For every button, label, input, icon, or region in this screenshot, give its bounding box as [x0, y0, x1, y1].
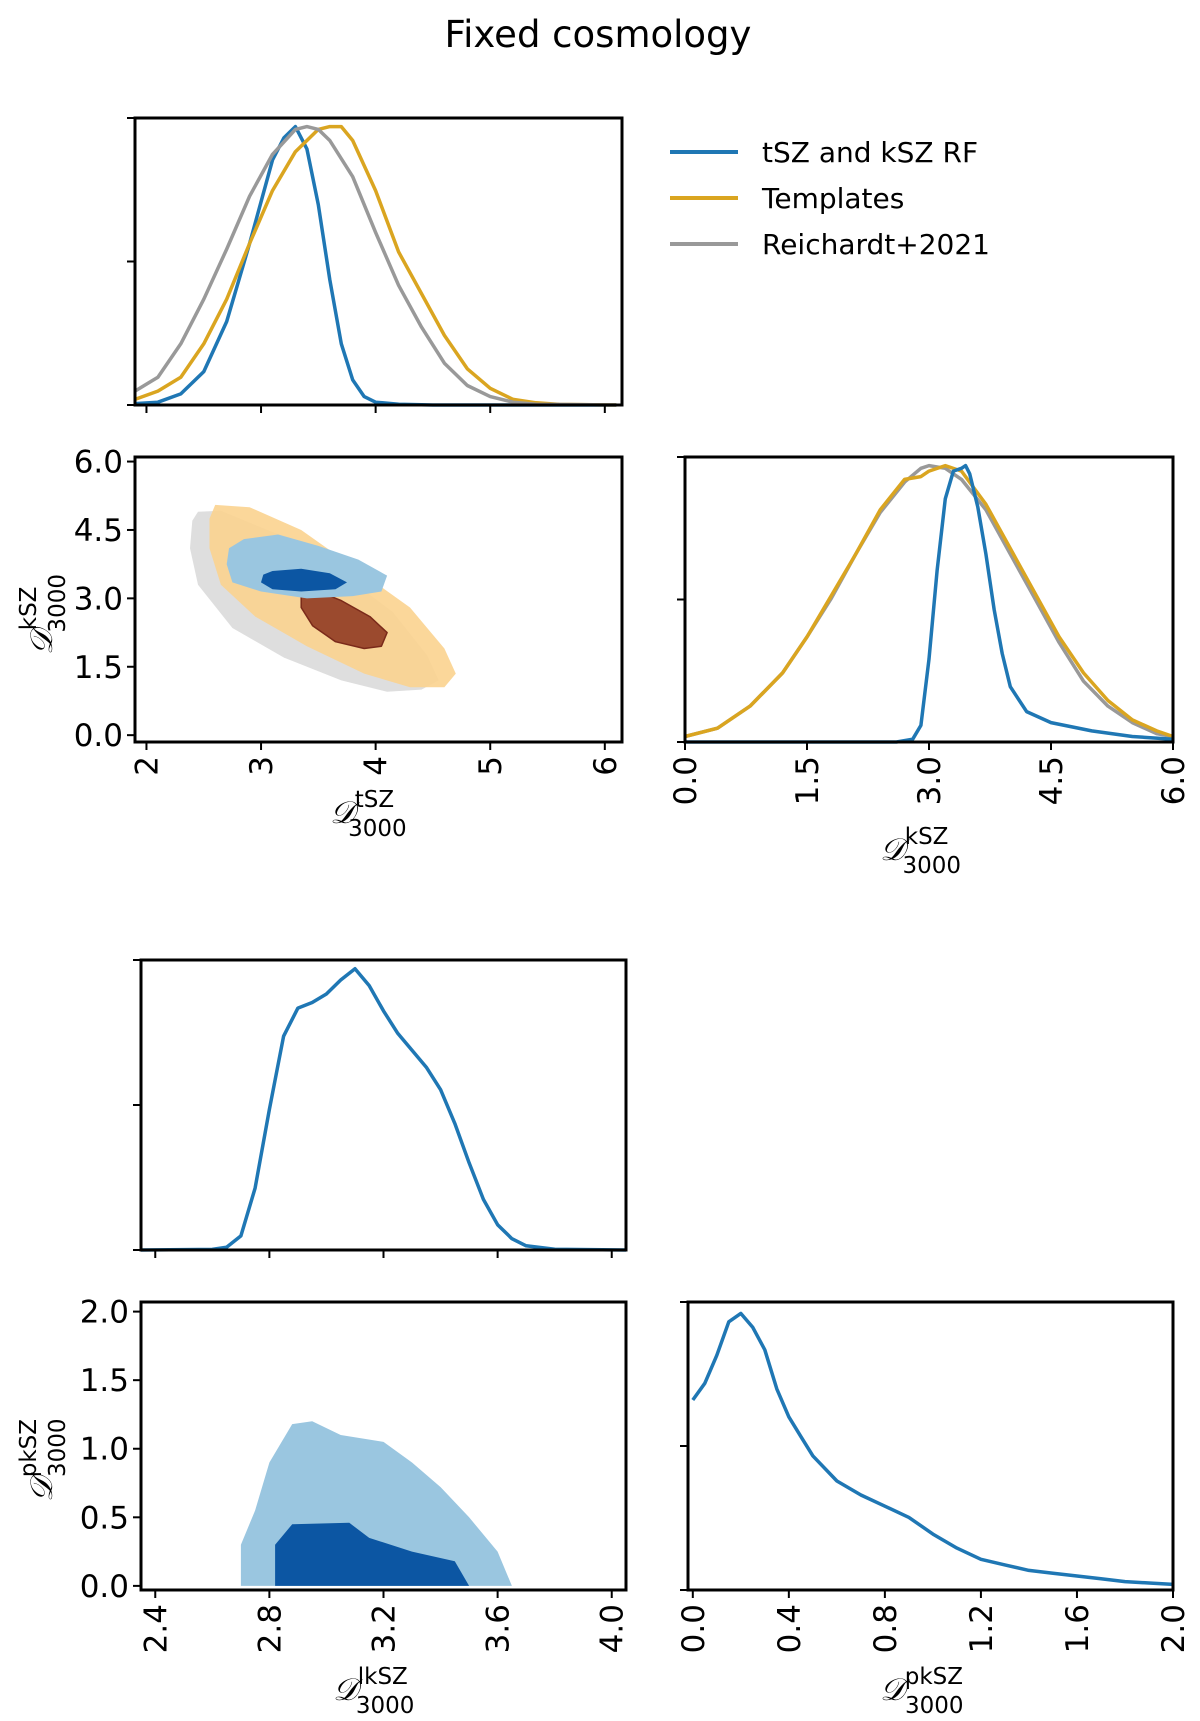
xlabel-lksz-sup: lkSZ	[358, 1664, 408, 1690]
xlabel-pksz-sup: pkSZ	[905, 1664, 963, 1690]
panel-pksz-1d-line-tsz-and-ksz-rf	[691, 1311, 1174, 1587]
panel-ksz-1d-line-tsz-and-ksz-rf	[685, 463, 1174, 744]
panel-ksz-1d-xtick-label-4: 6.0	[1156, 756, 1192, 805]
panel-tsz-ksz-2d-ytick-label-4: 6.0	[74, 445, 123, 481]
panel-ksz-1d-line-templates	[684, 463, 1174, 739]
panel-tsz-ksz-2d-ytick-label-0: 0.0	[74, 718, 123, 754]
xlabel-ksz: 𝒟kSZ 3000	[880, 824, 961, 879]
panel-lksz-pksz-2d-xtick-label-4: 4.0	[595, 1604, 631, 1653]
figure-title: Fixed cosmology	[445, 13, 752, 56]
panel-pksz-1d-curves	[691, 1311, 1174, 1587]
panel-ksz-1d-xtick-label-1: 1.5	[790, 756, 826, 805]
panel-tsz-ksz-2d-xtick-label-3: 5	[473, 756, 509, 776]
panel-lksz-pksz-2d-ticks: 2.4 2.8 3.2 3.6 4.0 0.0 0.5 1.0 1.5 2.0	[80, 1295, 631, 1654]
panel-lksz-pksz-2d-xtick-label-3: 3.6	[481, 1604, 517, 1653]
ylabel-ksz: 𝒟kSZ 3000	[16, 574, 71, 655]
panel-tsz-1d-line-templates	[134, 124, 617, 407]
panel-lksz-pksz-2d-ytick-label-3: 1.5	[80, 1363, 129, 1399]
panel-pksz-1d-ticks: 0.0 0.4 0.8 1.2 1.6 2.0	[676, 1301, 1192, 1653]
panel-lksz-pksz-2d-regions	[240, 1421, 512, 1586]
ylabel-pksz-sub: 3000	[45, 1418, 71, 1477]
panel-tsz-1d	[127, 116, 624, 413]
panel-tsz-ksz-2d-regions	[190, 504, 456, 692]
panel-pksz-1d-xtick-label-5: 2.0	[1156, 1604, 1192, 1653]
panel-tsz-ksz-2d-ytick-label-2: 3.0	[74, 581, 123, 617]
xlabel-ksz-sup: kSZ	[905, 824, 949, 850]
panel-lksz-pksz-2d-xtick-label-2: 3.2	[367, 1604, 403, 1653]
panel-tsz-ksz-2d: 2 3 4 5 60.01.53.04.56.0 𝒟tSZ 3000 𝒟kSZ 3000	[16, 445, 624, 842]
panel-ksz-1d-xtick-label-3: 4.5	[1034, 756, 1070, 805]
xlabel-pksz: 𝒟pkSZ 3000	[880, 1664, 964, 1719]
panel-tsz-ksz-2d-xtick-label-0: 2	[129, 756, 165, 776]
panel-lksz-pksz-2d-ytick-label-2: 1.0	[80, 1432, 129, 1468]
panel-pksz-1d: 0.0 0.4 0.8 1.2 1.6 2.0 𝒟pkSZ 3000	[676, 1300, 1192, 1719]
panel-lksz-1d-frame	[139, 958, 628, 1252]
panel-ksz-1d-xtick-label-0: 0.0	[668, 756, 704, 805]
ylabel-ksz-sup: kSZ	[16, 587, 42, 631]
panel-tsz-ksz-2d-region-tsz-and-ksz-rf-68	[261, 568, 347, 592]
legend-label-reichardt: Reichardt+2021	[762, 228, 990, 261]
panel-tsz-ksz-2d-ticks: 2 3 4 5 6 0.0 1.5 3.0 4.5 6.0	[74, 445, 624, 776]
panel-tsz-1d-curves	[134, 124, 617, 407]
xlabel-lksz: 𝒟lkSZ 3000	[333, 1664, 414, 1719]
panel-lksz-pksz-2d-xtick-label-1: 2.8	[252, 1604, 288, 1653]
panel-tsz-1d-ticks	[127, 117, 606, 413]
panel-tsz-ksz-2d-ytick-label-3: 4.5	[74, 513, 123, 549]
panel-lksz-1d	[133, 958, 628, 1258]
panel-tsz-ksz-2d-xtick-label-1: 3	[244, 756, 280, 776]
xlabel-ksz-sub: 3000	[902, 853, 961, 879]
legend-label-templates: Templates	[761, 182, 904, 215]
panel-pksz-1d-xtick-label-1: 0.4	[772, 1604, 808, 1653]
panel-tsz-1d-line-reichardt-2021	[134, 124, 617, 407]
xlabel-tsz-sub: 3000	[348, 816, 407, 842]
panel-ksz-1d-curves	[684, 463, 1174, 744]
panel-ksz-1d-xtick-label-2: 3.0	[912, 756, 948, 805]
panel-lksz-pksz-2d-region-tsz-and-ksz-rf-68	[275, 1522, 470, 1586]
panel-lksz-1d-ticks	[133, 959, 613, 1258]
ylabel-ksz-sub: 3000	[45, 574, 71, 633]
panel-tsz-ksz-2d-region-templates-68	[300, 588, 388, 650]
panel-lksz-1d-line-tsz-and-ksz-rf	[140, 966, 627, 1252]
panel-tsz-ksz-2d-xtick-label-2: 4	[359, 756, 395, 776]
panel-lksz-pksz-2d-ytick-label-1: 0.5	[80, 1500, 129, 1536]
xlabel-pksz-sub: 3000	[905, 1693, 964, 1719]
ylabel-pksz-sup: pkSZ	[16, 1419, 42, 1477]
legend: tSZ and kSZ RF Templates Reichardt+2021	[670, 136, 990, 261]
xlabel-tsz-sup: tSZ	[355, 787, 394, 813]
panel-lksz-pksz-2d-ytick-label-4: 2.0	[80, 1295, 129, 1331]
panel-lksz-pksz-2d-ytick-label-0: 0.0	[80, 1569, 129, 1605]
panel-tsz-ksz-2d-xtick-label-4: 6	[588, 756, 624, 776]
panel-tsz-ksz-2d-frame	[133, 455, 624, 744]
panel-pksz-1d-xtick-label-3: 1.2	[964, 1604, 1000, 1653]
panel-ksz-1d: 0.0 1.5 3.0 4.5 6.0 𝒟kSZ 3000	[668, 455, 1192, 879]
ylabel-pksz: 𝒟pkSZ 3000	[16, 1418, 71, 1502]
panel-tsz-ksz-2d-ytick-label-1: 1.5	[74, 650, 123, 686]
panel-tsz-1d-line-tsz-and-ksz-rf	[134, 124, 617, 407]
legend-label-rf: tSZ and kSZ RF	[762, 136, 978, 169]
panel-pksz-1d-xtick-label-0: 0.0	[676, 1604, 712, 1653]
panel-lksz-pksz-2d: 2.4 2.8 3.2 3.6 4.00.00.51.01.52.0 𝒟lkSZ 3000…	[16, 1295, 631, 1719]
panel-ksz-1d-ticks: 0.0 1.5 3.0 4.5 6.0	[668, 456, 1192, 805]
panel-lksz-1d-curves	[140, 966, 627, 1252]
panel-pksz-1d-xtick-label-2: 0.8	[868, 1604, 904, 1653]
panel-lksz-pksz-2d-xtick-label-0: 2.4	[138, 1604, 174, 1653]
panel-pksz-1d-xtick-label-4: 1.6	[1060, 1604, 1096, 1653]
xlabel-tsz: 𝒟tSZ 3000	[330, 787, 407, 842]
xlabel-lksz-sub: 3000	[356, 1693, 415, 1719]
